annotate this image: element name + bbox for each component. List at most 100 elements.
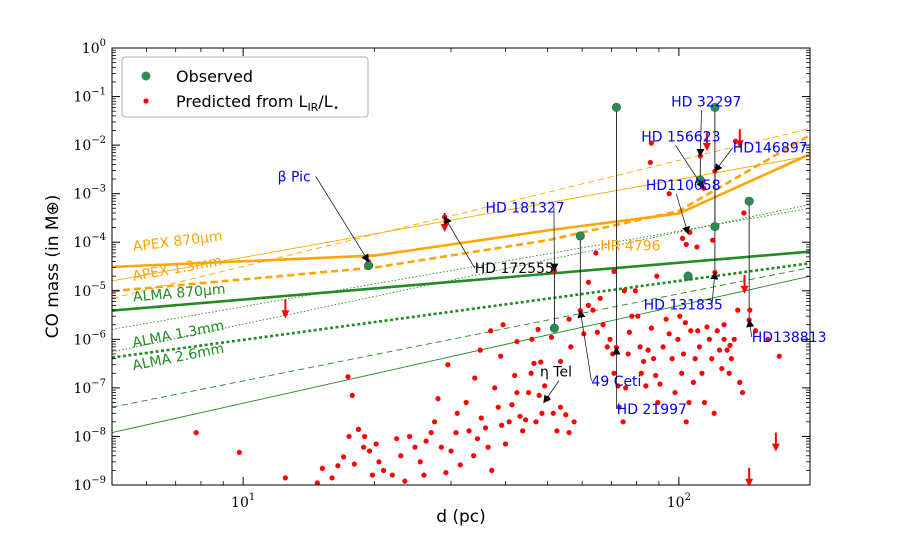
predicted-point (457, 462, 463, 468)
annotation-arrow (444, 216, 476, 269)
sensitivity-line-5 (112, 261, 810, 359)
predicted-point (635, 313, 641, 319)
legend-box (121, 56, 369, 118)
y-tick-exponent: −9 (91, 475, 106, 486)
legend-label-part: Predicted from L (176, 92, 308, 111)
predicted-point (329, 475, 335, 481)
predicted-point (632, 288, 639, 294)
y-tick-base: 10 (73, 381, 91, 397)
upper-limit-arrowhead (740, 285, 749, 294)
legend: Observed Predicted from LIR/L⋆ (121, 56, 369, 118)
upper-limit-arrowhead (735, 140, 744, 149)
x-tick-label: 101 (231, 492, 255, 511)
predicted-point (568, 344, 574, 350)
observed-point (575, 231, 585, 241)
predicted-point (335, 463, 341, 469)
predicted-point (485, 444, 491, 450)
annotation-label: HD 131835 (644, 298, 723, 314)
legend-label-part: IR (307, 101, 318, 114)
sensitivity-line-8 (112, 267, 810, 408)
predicted-point (514, 338, 520, 345)
predicted-point (402, 478, 408, 484)
legend-label-part: /L (318, 92, 332, 111)
predicted-point (428, 429, 434, 436)
legend-label-part: ⋆ (333, 101, 340, 114)
predicted-point (683, 419, 689, 425)
predicted-point (590, 307, 596, 313)
predicted-point (638, 370, 644, 376)
predicted-point (650, 356, 657, 362)
predicted-point (688, 328, 694, 334)
predicted-point (319, 465, 325, 471)
predicted-point (453, 429, 459, 436)
y-tick-exponent: −6 (91, 329, 106, 340)
y-tick-base: 10 (73, 332, 91, 348)
predicted-point (236, 449, 242, 455)
y-tick-exponent: −5 (91, 281, 106, 292)
y-tick-label: 10−7 (73, 378, 106, 397)
predicted-point (653, 372, 659, 379)
annotation-label: β Pic (278, 169, 311, 185)
predicted-point (737, 379, 743, 385)
predicted-point (654, 273, 660, 279)
predicted-point (669, 356, 675, 362)
y-tick-label: 10−9 (73, 475, 106, 494)
sensitivity-line-3 (112, 128, 810, 299)
predicted-point (454, 410, 460, 416)
predicted-point (696, 344, 703, 350)
sensitivity-line-label: APEX 870μm (132, 228, 223, 255)
sensitivity-line-4 (112, 250, 810, 312)
predicted-point (765, 336, 771, 342)
predicted-point (593, 250, 599, 256)
upper-limit-arrowhead (771, 443, 780, 452)
y-tick-exponent: −1 (91, 87, 106, 98)
predicted-point (539, 410, 545, 416)
predicted-point (492, 385, 498, 391)
predicted-point (412, 444, 418, 450)
upper-limit-arrowhead (702, 143, 711, 152)
predicted-point (666, 331, 672, 337)
predicted-point (739, 389, 746, 396)
x-tick-exponent: 2 (685, 492, 691, 503)
predicted-point (406, 433, 413, 440)
predicted-point (629, 313, 635, 319)
y-tick-label: 10−5 (73, 281, 106, 300)
predicted-point (733, 138, 739, 144)
y-tick-base: 10 (73, 429, 91, 445)
sensitivity-line-7 (112, 207, 810, 330)
y-tick-base: 10 (73, 478, 91, 494)
predicted-point (607, 336, 613, 342)
predicted-point (351, 461, 357, 467)
predicted-point (695, 328, 701, 334)
predicted-point (506, 419, 512, 425)
predicted-point (566, 316, 572, 322)
annotation-arrow (543, 380, 560, 404)
predicted-point (714, 328, 720, 334)
predicted-point (709, 356, 715, 362)
predicted-point (431, 419, 438, 425)
predicted-point (597, 295, 603, 301)
predicted-point (621, 288, 628, 294)
predicted-point (655, 399, 661, 406)
predicted-point (719, 365, 725, 372)
predicted-point (349, 392, 355, 399)
predicted-point (393, 436, 400, 442)
predicted-point (637, 344, 643, 350)
predicted-point (610, 351, 616, 357)
predicted-point (554, 428, 560, 434)
predicted-point (417, 459, 423, 465)
predicted-point (747, 307, 753, 313)
predicted-point (488, 328, 494, 334)
predicted-point (776, 353, 782, 359)
predicted-point (346, 433, 352, 440)
annotation-label: HD146897 (733, 141, 808, 157)
sensitivity-lines (112, 128, 810, 434)
y-tick-exponent: −7 (91, 378, 106, 389)
annotation-label: HR 4796 (600, 238, 660, 254)
predicted-point (594, 329, 600, 335)
predicted-point (525, 389, 532, 396)
predicted-point (502, 441, 509, 447)
x-tick-label: 102 (667, 492, 691, 511)
upper-limit-arrows (281, 129, 780, 485)
annotation-label: HD138813 (752, 330, 827, 346)
